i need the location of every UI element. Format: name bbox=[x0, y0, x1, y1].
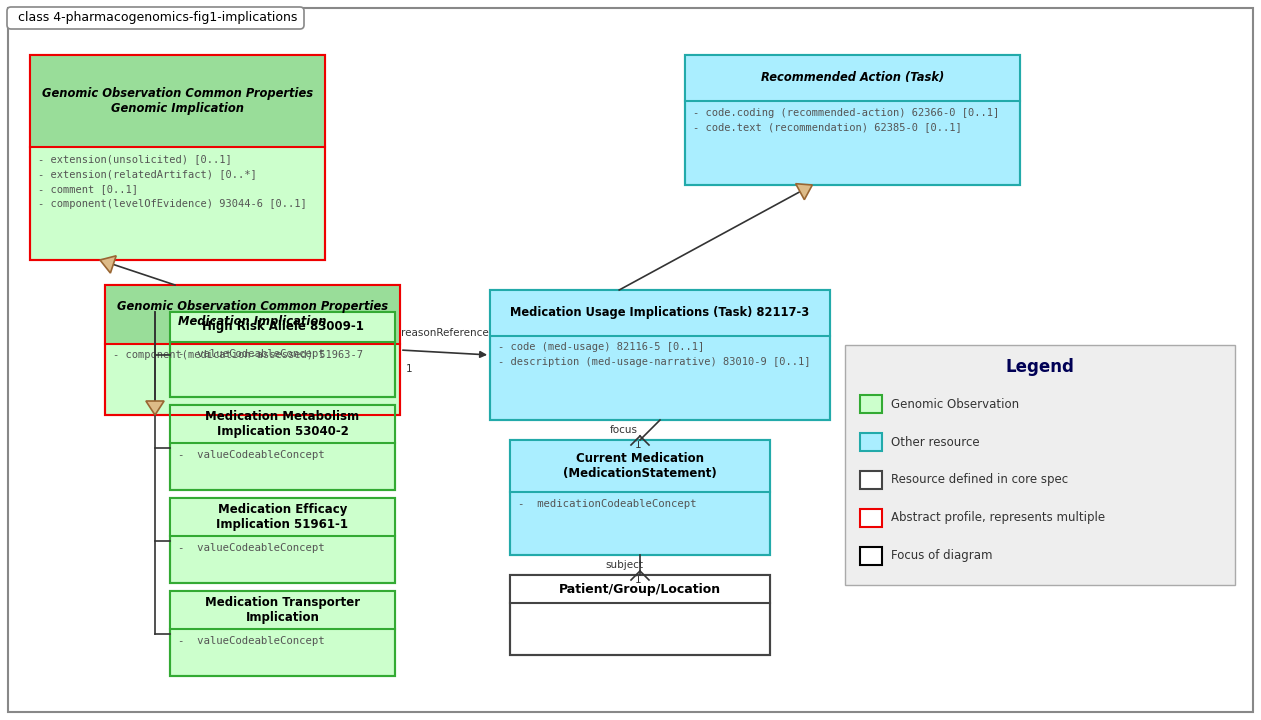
Bar bbox=[170, 312, 395, 342]
Text: 1: 1 bbox=[406, 364, 412, 374]
Text: Recommended Action (Task): Recommended Action (Task) bbox=[760, 71, 944, 84]
Text: Abstract profile, represents multiple: Abstract profile, represents multiple bbox=[892, 511, 1105, 524]
Text: - extension(unsolicited) [0..1]
- extension(relatedArtifact) [0..*]
- comment [0: - extension(unsolicited) [0..1] - extens… bbox=[38, 154, 306, 209]
Bar bbox=[845, 345, 1235, 585]
Bar bbox=[30, 55, 325, 148]
Bar bbox=[170, 498, 395, 583]
Bar bbox=[170, 405, 395, 490]
Polygon shape bbox=[100, 256, 116, 273]
Text: 1: 1 bbox=[636, 440, 642, 450]
Bar bbox=[170, 312, 395, 397]
Text: class 4-pharmacogenomics-fig1-implications: class 4-pharmacogenomics-fig1-implicatio… bbox=[18, 12, 298, 24]
Bar bbox=[685, 55, 1020, 185]
Text: Genomic Observation Common Properties
Medication Implication: Genomic Observation Common Properties Me… bbox=[117, 300, 388, 328]
Bar bbox=[170, 405, 395, 490]
Text: -  valueCodeableConcept: - valueCodeableConcept bbox=[178, 348, 324, 359]
Bar bbox=[860, 547, 881, 565]
Bar bbox=[105, 285, 400, 343]
Text: -  medicationCodeableConcept: - medicationCodeableConcept bbox=[518, 499, 696, 509]
Text: Medication Usage Implications (Task) 82117-3: Medication Usage Implications (Task) 821… bbox=[511, 306, 810, 319]
Bar bbox=[491, 290, 830, 336]
Bar bbox=[509, 575, 770, 655]
Bar bbox=[170, 591, 395, 676]
Bar bbox=[860, 509, 881, 527]
Bar bbox=[170, 405, 395, 444]
Bar bbox=[491, 290, 830, 420]
Text: reasonReference: reasonReference bbox=[401, 328, 489, 338]
Text: Resource defined in core spec: Resource defined in core spec bbox=[892, 474, 1068, 487]
Text: - code.coding (recommended-action) 62366-0 [0..1]
- code.text (recommendation) 6: - code.coding (recommended-action) 62366… bbox=[694, 107, 999, 132]
Text: Medication Efficacy
Implication 51961-1: Medication Efficacy Implication 51961-1 bbox=[217, 503, 348, 531]
Bar bbox=[170, 591, 395, 629]
Bar bbox=[509, 575, 770, 603]
FancyBboxPatch shape bbox=[8, 7, 304, 29]
Text: Genomic Observation: Genomic Observation bbox=[892, 397, 1019, 410]
Text: Other resource: Other resource bbox=[892, 436, 980, 449]
Bar bbox=[105, 285, 400, 415]
Bar bbox=[860, 433, 881, 451]
Text: subject: subject bbox=[605, 560, 643, 570]
Text: Current Medication
(MedicationStatement): Current Medication (MedicationStatement) bbox=[564, 452, 716, 480]
Bar bbox=[491, 290, 830, 420]
Bar bbox=[105, 285, 400, 415]
Bar bbox=[509, 575, 770, 655]
Bar bbox=[30, 55, 325, 260]
Text: Genomic Observation Common Properties
Genomic Implication: Genomic Observation Common Properties Ge… bbox=[42, 87, 313, 115]
Text: 1: 1 bbox=[636, 575, 642, 585]
Bar bbox=[30, 55, 325, 260]
Polygon shape bbox=[146, 401, 164, 415]
Text: Medication Metabolism
Implication 53040-2: Medication Metabolism Implication 53040-… bbox=[206, 410, 359, 438]
Bar bbox=[170, 591, 395, 676]
Text: High Risk Allele 83009-1: High Risk Allele 83009-1 bbox=[202, 320, 363, 333]
Text: -  valueCodeableConcept: - valueCodeableConcept bbox=[178, 450, 324, 460]
Text: Legend: Legend bbox=[1005, 358, 1074, 376]
Text: -  valueCodeableConcept: - valueCodeableConcept bbox=[178, 636, 324, 647]
Bar bbox=[685, 55, 1020, 101]
Text: - component(medication-assessed) 51963-7: - component(medication-assessed) 51963-7 bbox=[113, 351, 363, 361]
Bar bbox=[860, 471, 881, 489]
Bar bbox=[170, 498, 395, 583]
Text: -  valueCodeableConcept: - valueCodeableConcept bbox=[178, 544, 324, 553]
Bar bbox=[170, 498, 395, 536]
Bar bbox=[685, 55, 1020, 185]
Bar bbox=[509, 440, 770, 555]
Text: Medication Transporter
Implication: Medication Transporter Implication bbox=[206, 596, 361, 624]
Text: Patient/Group/Location: Patient/Group/Location bbox=[559, 582, 721, 595]
Polygon shape bbox=[796, 184, 812, 199]
Bar bbox=[170, 312, 395, 397]
Bar bbox=[509, 440, 770, 492]
Bar bbox=[860, 395, 881, 413]
Bar bbox=[509, 440, 770, 555]
Text: Focus of diagram: Focus of diagram bbox=[892, 549, 992, 562]
Text: - code (med-usage) 82116-5 [0..1]
- description (med-usage-narrative) 83010-9 [0: - code (med-usage) 82116-5 [0..1] - desc… bbox=[498, 343, 811, 367]
Text: focus: focus bbox=[610, 425, 638, 435]
